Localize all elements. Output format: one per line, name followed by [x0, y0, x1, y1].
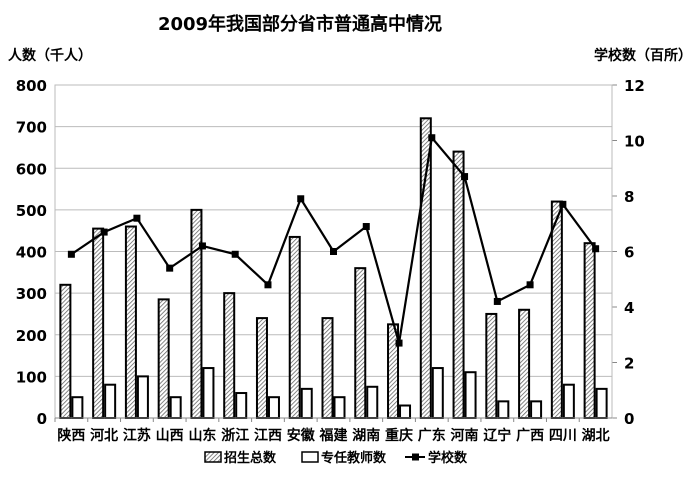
category-label: 河北	[90, 427, 118, 444]
right-tick-label: 0	[624, 410, 634, 428]
bar-enrollment	[583, 242, 596, 419]
category-label: 广东	[418, 427, 446, 444]
legend-swatch-enrollment	[204, 451, 222, 463]
bar-enrollment	[124, 225, 137, 419]
bar-teachers	[497, 400, 510, 420]
bar-enrollment	[59, 283, 72, 419]
left-tick-label: 700	[16, 119, 47, 137]
right-tick-label: 10	[624, 133, 645, 151]
marker-schools	[297, 195, 305, 203]
marker-schools	[231, 250, 239, 258]
marker-schools	[67, 250, 75, 258]
right-tick-label: 4	[624, 299, 634, 317]
category-label: 湖北	[582, 428, 610, 444]
right-tick-label: 12	[624, 77, 645, 95]
bar-teachers	[530, 400, 543, 420]
right-axis-label: 学校数（百所）	[594, 47, 692, 64]
bar-teachers	[431, 367, 444, 419]
marker-schools	[166, 264, 174, 272]
bar-teachers	[399, 404, 412, 420]
category-label: 陕西	[57, 427, 85, 444]
chart-title: 2009年我国部分省市普通高中情况	[158, 13, 442, 35]
bar-teachers	[136, 375, 149, 419]
bar-teachers	[333, 396, 346, 419]
legend-label-teachers: 专任教师数	[321, 450, 387, 466]
category-label: 安徽	[287, 427, 316, 444]
bar-teachers	[562, 383, 575, 420]
right-tick-label: 2	[624, 355, 634, 373]
right-tick-label: 6	[624, 244, 634, 262]
bar-enrollment	[321, 317, 334, 420]
marker-schools	[264, 281, 272, 289]
marker-schools	[428, 134, 436, 142]
left-tick-label: 600	[16, 160, 47, 178]
category-label: 重庆	[385, 427, 413, 444]
category-label: 广西	[516, 427, 544, 444]
category-label: 浙江	[221, 427, 249, 444]
bar-enrollment	[288, 235, 301, 419]
marker-schools	[559, 200, 567, 208]
legend-swatch-teachers	[301, 451, 319, 463]
category-label: 湖南	[352, 427, 380, 444]
marker-schools	[362, 223, 370, 231]
bar-enrollment	[387, 323, 400, 419]
bar-enrollment	[485, 312, 498, 419]
category-label: 山东	[188, 427, 216, 444]
left-tick-label: 200	[16, 327, 47, 345]
bar-enrollment	[92, 227, 105, 419]
category-label: 辽宁	[483, 427, 511, 444]
bar-enrollment	[452, 150, 465, 419]
category-label: 河南	[451, 427, 479, 444]
bar-teachers	[169, 396, 182, 419]
bar-teachers	[202, 367, 215, 419]
bar-teachers	[267, 396, 280, 419]
bar-enrollment	[550, 200, 563, 419]
marker-schools	[493, 297, 501, 305]
marker-schools	[395, 339, 403, 347]
right-tick-label: 8	[624, 188, 634, 206]
left-tick-label: 0	[37, 410, 47, 428]
marker-schools	[592, 245, 600, 253]
marker-schools	[198, 242, 206, 250]
bar-teachers	[235, 392, 248, 419]
marker-schools	[100, 228, 108, 236]
bar-enrollment	[190, 208, 203, 419]
marker-schools	[330, 248, 337, 255]
bar-teachers	[71, 396, 84, 419]
bar-enrollment	[419, 117, 432, 420]
category-label: 江西	[254, 427, 282, 444]
bar-teachers	[104, 383, 117, 420]
category-label: 福建	[319, 427, 348, 444]
left-axis-label: 人数（千人）	[8, 47, 92, 64]
left-tick-label: 500	[16, 202, 47, 220]
bar-teachers	[300, 387, 313, 419]
marker-schools	[526, 281, 534, 289]
legend-label-schools: 学校数	[428, 450, 468, 466]
bar-teachers	[595, 387, 608, 419]
marker-schools	[461, 173, 469, 181]
left-tick-label: 100	[16, 368, 47, 386]
bar-enrollment	[354, 267, 367, 419]
left-tick-label: 300	[16, 285, 47, 303]
bar-teachers	[464, 371, 477, 419]
bar-teachers	[366, 385, 379, 419]
left-tick-label: 800	[16, 77, 47, 95]
category-label: 山西	[156, 428, 184, 444]
bar-enrollment	[255, 317, 268, 420]
bar-enrollment	[157, 298, 170, 419]
bar-enrollment	[518, 308, 531, 419]
left-tick-label: 400	[16, 244, 47, 262]
legend-label-enrollment: 招生总数	[224, 450, 277, 466]
bar-enrollment	[223, 292, 236, 419]
category-label: 四川	[549, 428, 577, 444]
category-label: 江苏	[123, 427, 151, 444]
marker-schools	[133, 214, 141, 222]
legend-marker-schools	[412, 453, 419, 461]
